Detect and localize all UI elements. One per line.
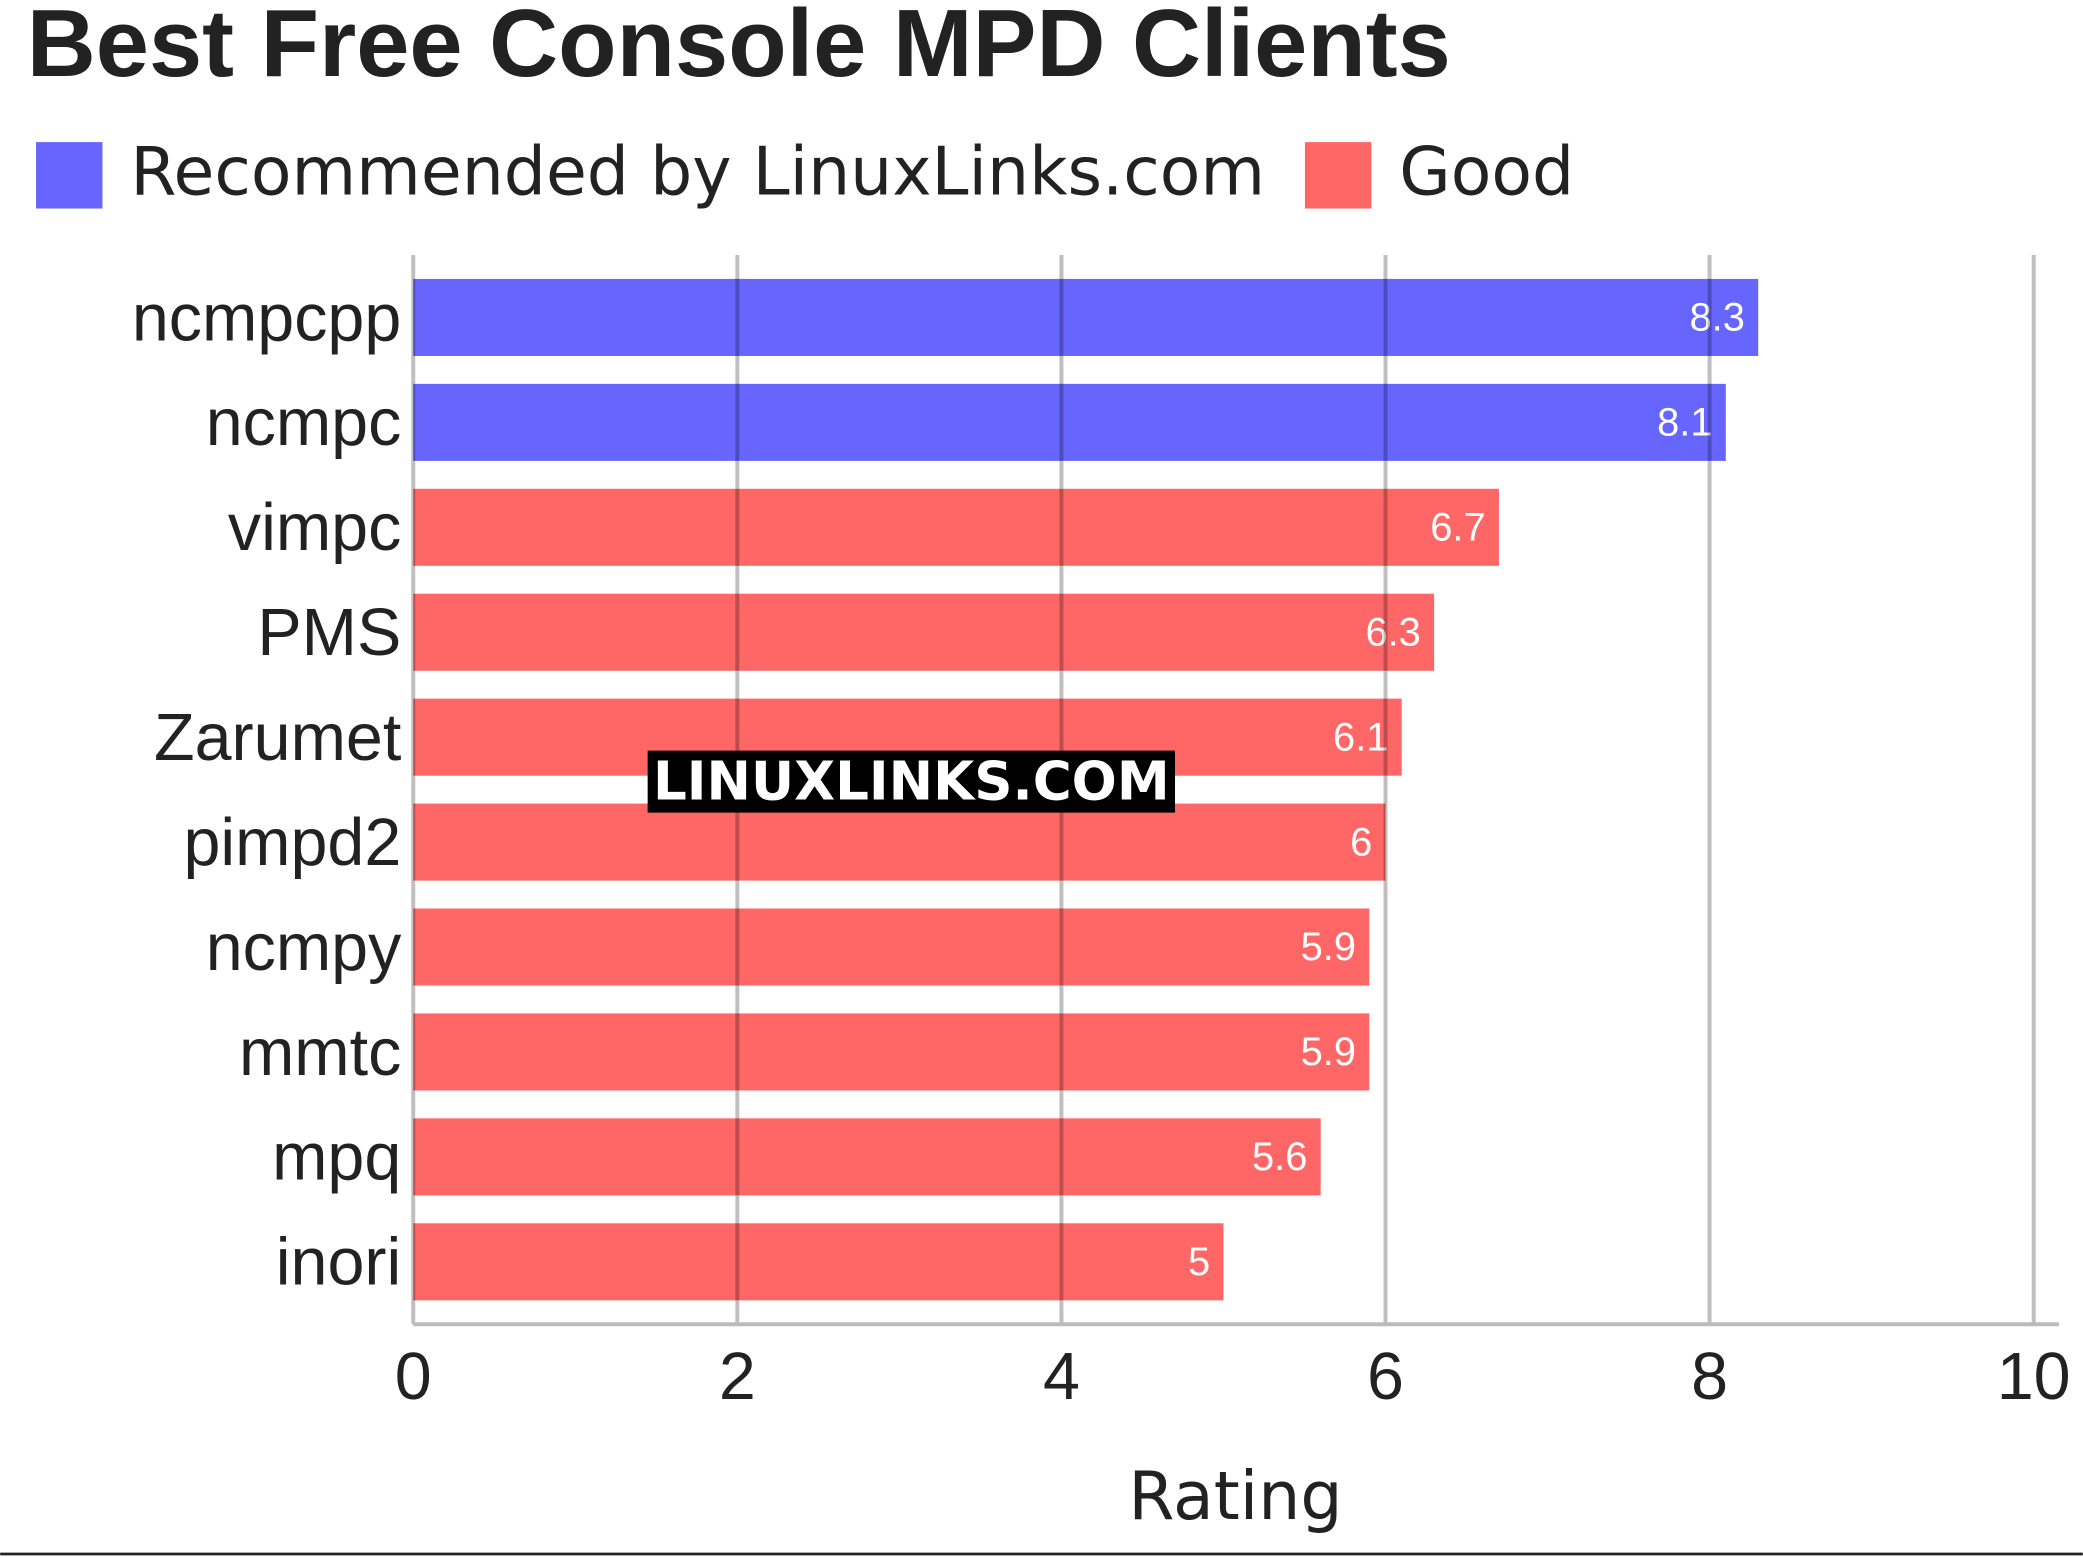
bar xyxy=(413,383,1726,461)
bar xyxy=(413,803,1386,881)
category-label: vimpc xyxy=(228,491,401,565)
category-label: pimpd2 xyxy=(183,806,401,880)
category-label: ncmpcpp xyxy=(132,281,401,355)
x-tick-label: 10 xyxy=(1997,1340,2071,1414)
category-label: mmtc xyxy=(239,1016,401,1090)
x-tick-label: 8 xyxy=(1691,1340,1728,1414)
legend-label: Recommended by LinuxLinks.com xyxy=(130,133,1265,211)
bar xyxy=(413,1118,1321,1196)
bar xyxy=(413,593,1435,671)
value-label: 5.9 xyxy=(1301,1030,1356,1074)
x-tick-label: 0 xyxy=(395,1340,432,1414)
category-label: ncmpc xyxy=(206,386,402,460)
value-label: 8.1 xyxy=(1657,401,1712,445)
watermark-background xyxy=(647,750,1176,813)
value-label: 8.3 xyxy=(1690,296,1745,340)
value-label: 6.7 xyxy=(1430,505,1485,549)
legend-label: Good xyxy=(1399,133,1574,211)
bar xyxy=(413,1013,1370,1091)
x-axis-title: Rating xyxy=(1128,1457,1342,1535)
value-label: 6 xyxy=(1350,820,1372,864)
category-label: ncmpy xyxy=(206,911,402,985)
x-tick-label: 2 xyxy=(719,1340,756,1414)
value-label: 5 xyxy=(1188,1240,1210,1284)
x-tick-label: 6 xyxy=(1367,1340,1404,1414)
chart-title: Best Free Console MPD Clients xyxy=(27,0,1451,97)
legend-swatch xyxy=(1304,142,1372,209)
category-label: Zarumet xyxy=(154,701,401,775)
value-label: 5.6 xyxy=(1252,1135,1307,1179)
value-label: 6.3 xyxy=(1365,610,1420,654)
bar xyxy=(413,1223,1224,1301)
category-label: PMS xyxy=(257,596,401,670)
value-label: 6.1 xyxy=(1333,715,1388,759)
category-label: inori xyxy=(276,1226,402,1300)
x-tick-label: 4 xyxy=(1043,1340,1080,1414)
value-label: 5.9 xyxy=(1301,925,1356,969)
watermark: LINUXLINKS.COM xyxy=(653,751,1170,813)
bar xyxy=(413,908,1370,986)
bar xyxy=(413,488,1499,566)
category-label: mpq xyxy=(272,1121,401,1195)
legend-swatch xyxy=(36,142,103,209)
bar xyxy=(413,278,1759,356)
